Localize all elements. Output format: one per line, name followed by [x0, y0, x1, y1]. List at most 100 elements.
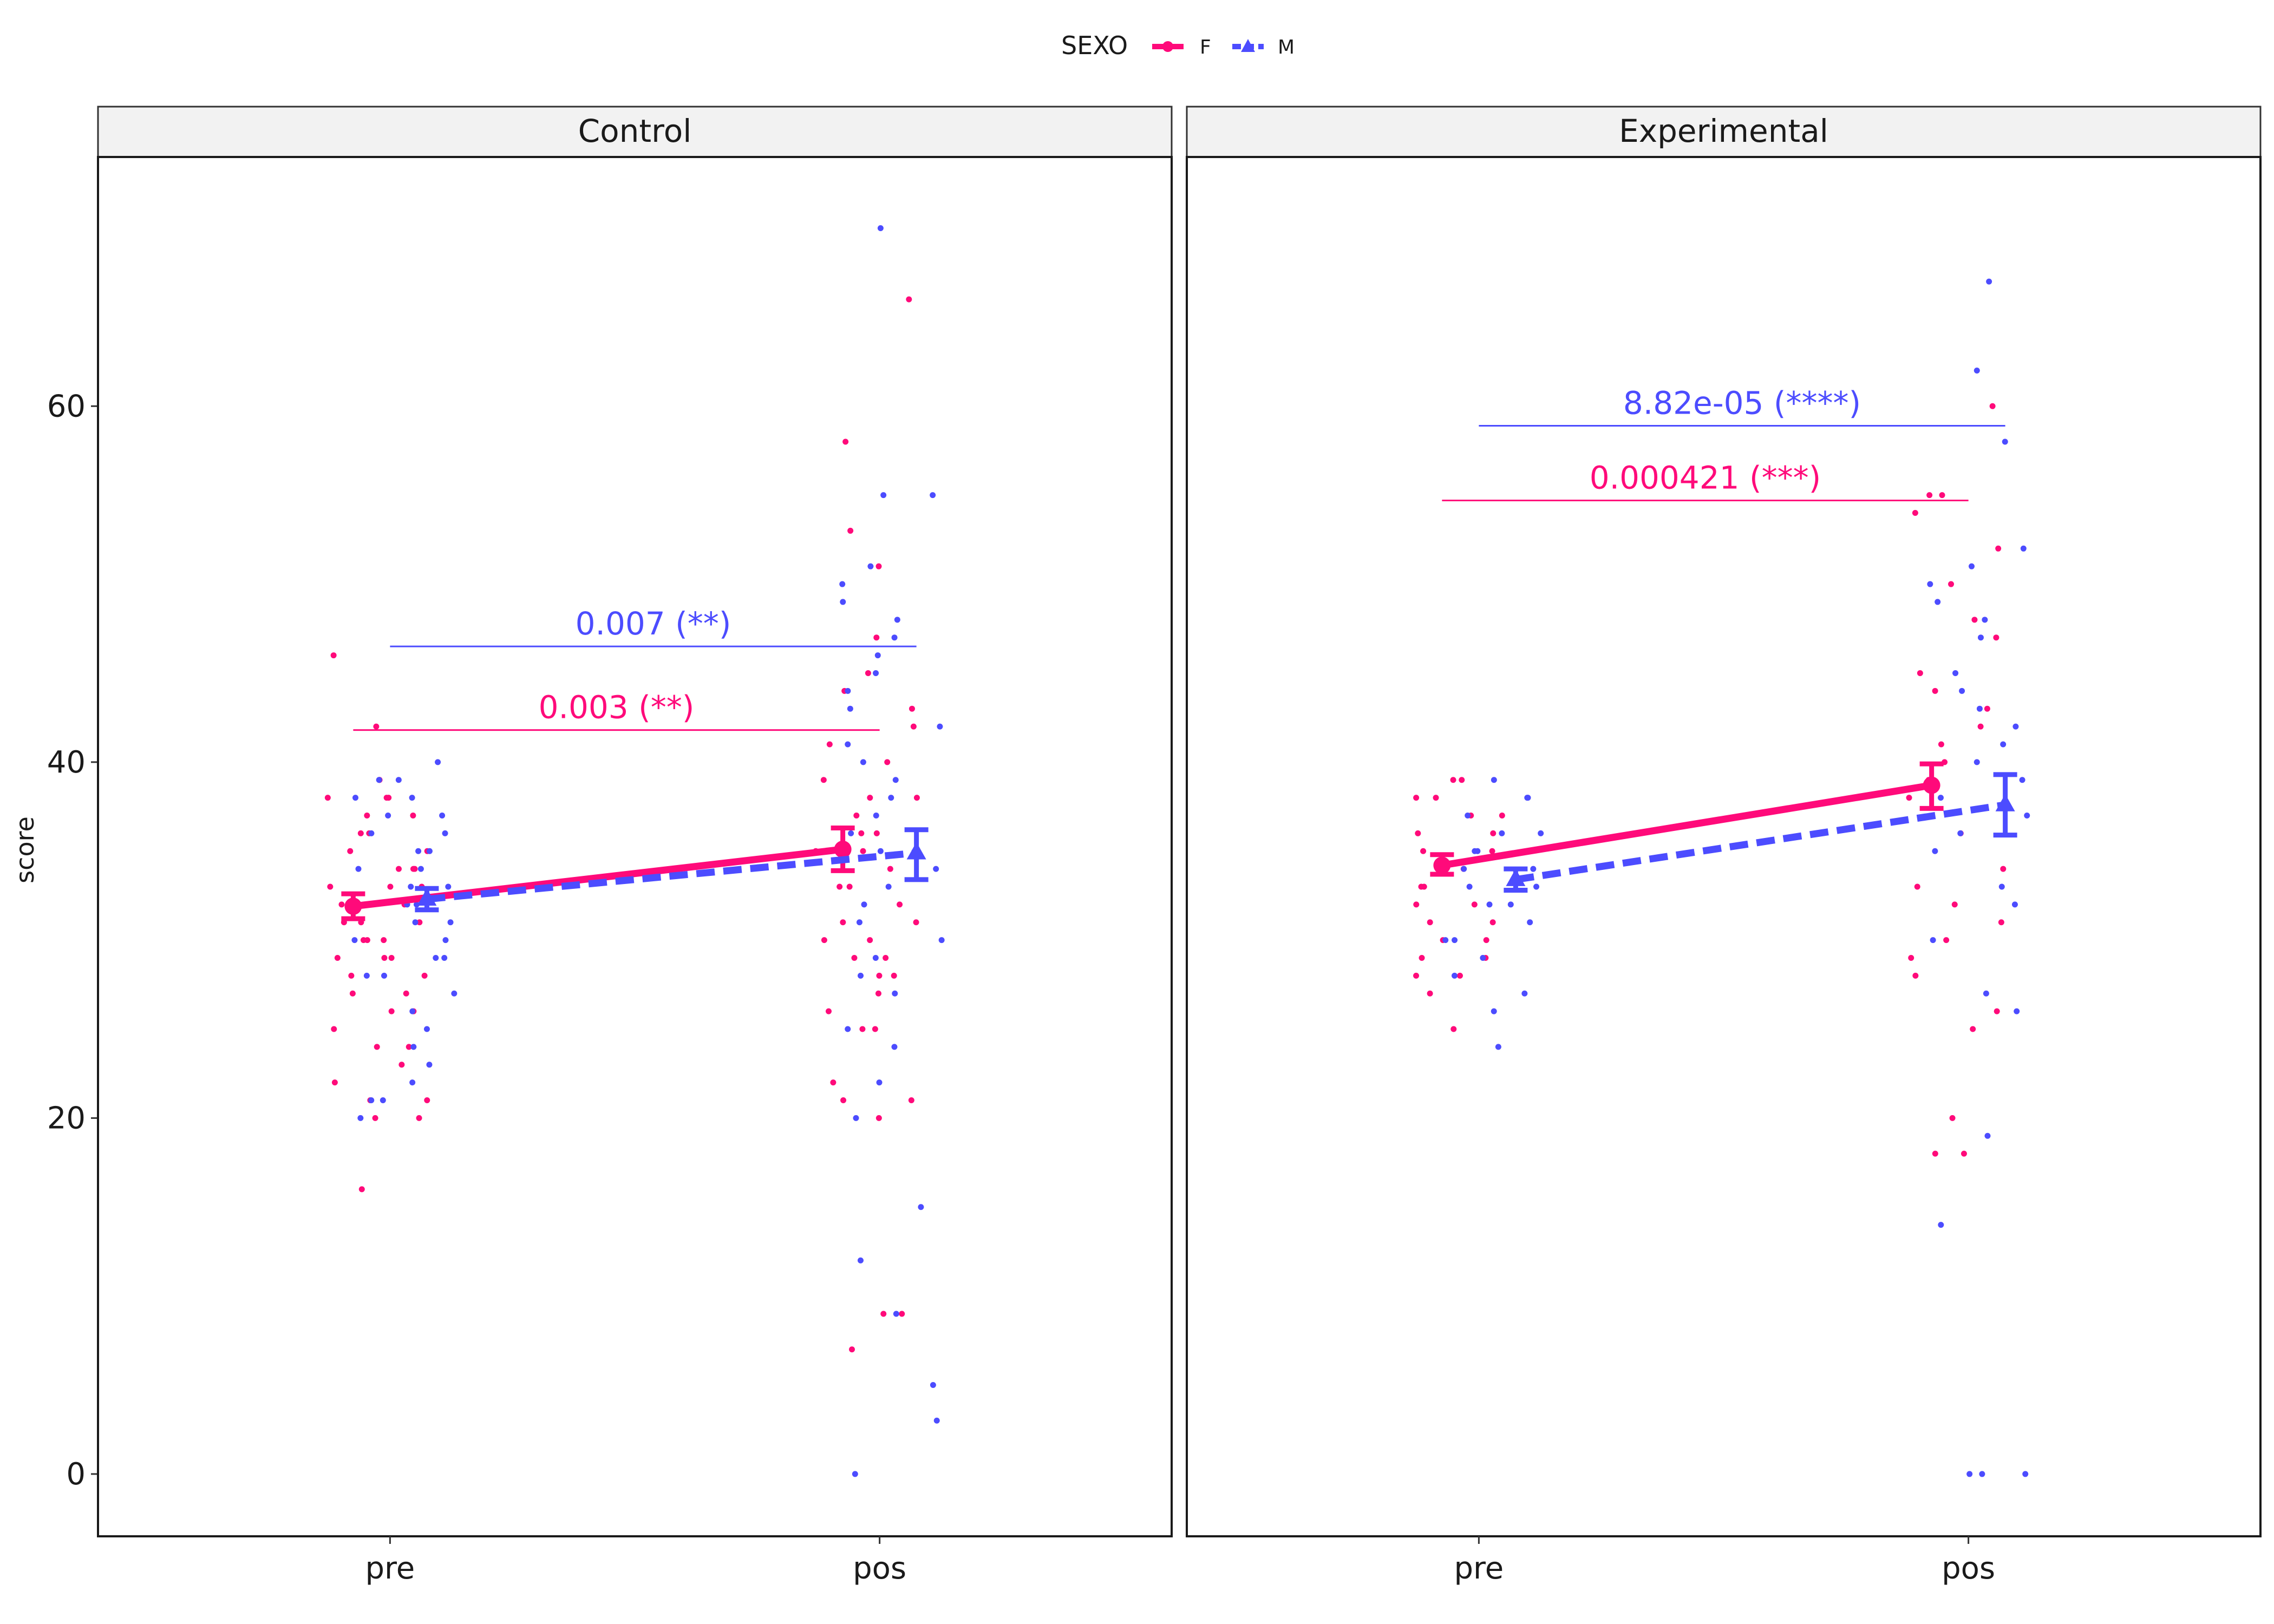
raw-point-m	[1930, 937, 1936, 944]
raw-point-m	[885, 883, 892, 890]
mean-line-f	[1441, 782, 1932, 869]
raw-point-f	[331, 1026, 337, 1032]
raw-point-m	[873, 812, 879, 818]
raw-point-f	[1994, 1008, 2000, 1014]
raw-point-f	[381, 954, 388, 961]
raw-point-f	[867, 795, 873, 801]
raw-point-f	[2000, 866, 2007, 872]
raw-point-f	[859, 1026, 866, 1032]
raw-point-m	[892, 990, 898, 997]
raw-point-f	[348, 972, 355, 979]
raw-point-m	[2019, 777, 2025, 783]
raw-point-f	[338, 901, 345, 908]
raw-point-m	[861, 901, 867, 908]
raw-point-f	[872, 1026, 878, 1032]
raw-point-f	[1926, 492, 1933, 499]
raw-point-m	[840, 599, 846, 605]
legend-key-f: F	[1152, 36, 1211, 58]
raw-point-m	[933, 1417, 940, 1424]
raw-point-f	[1951, 901, 1958, 908]
raw-point-m	[1986, 278, 1992, 285]
raw-point-f	[913, 795, 920, 801]
raw-point-f	[1433, 795, 1439, 801]
panel-experimental: Experimental pre pos 8.82e-05 (****) 0.00042…	[1186, 106, 2262, 1586]
raw-point-f	[1998, 919, 2004, 926]
raw-point-f	[331, 1079, 338, 1086]
raw-point-m	[1495, 1044, 1501, 1050]
x-tick-label: pre	[365, 1551, 415, 1586]
raw-point-m	[1966, 1471, 1973, 1477]
raw-point-m	[2024, 812, 2030, 818]
raw-point-f	[884, 759, 891, 765]
raw-point-m	[1968, 563, 1975, 569]
y-axis-title: score	[10, 816, 40, 883]
plot-area	[97, 156, 1173, 1537]
raw-point-f	[406, 1044, 412, 1050]
raw-point-f	[1914, 883, 1920, 890]
raw-point-f	[897, 901, 903, 908]
raw-point-f	[1413, 901, 1420, 908]
raw-point-m	[1935, 599, 1941, 605]
raw-point-f	[840, 1097, 847, 1104]
raw-point-f	[395, 866, 402, 872]
raw-point-f	[880, 1311, 887, 1317]
raw-point-m	[872, 954, 879, 961]
raw-point-f	[899, 1311, 905, 1317]
raw-point-f	[1984, 705, 1990, 712]
raw-point-m	[856, 919, 862, 926]
raw-point-m	[894, 617, 900, 623]
raw-point-f	[398, 1062, 405, 1068]
raw-point-f	[1948, 581, 1955, 587]
raw-point-f	[887, 866, 893, 872]
raw-point-f	[1419, 954, 1425, 961]
raw-point-f	[842, 438, 849, 445]
raw-point-f	[910, 723, 917, 730]
raw-point-m	[442, 830, 448, 836]
raw-point-m	[423, 1026, 430, 1032]
raw-point-f	[364, 812, 370, 818]
raw-point-f	[830, 1079, 837, 1086]
raw-point-m	[1491, 1008, 1497, 1014]
raw-point-f	[334, 954, 341, 961]
raw-point-m	[1480, 954, 1486, 961]
raw-point-m	[2014, 1008, 2020, 1014]
raw-point-f	[1420, 848, 1427, 854]
y-tick-label: 20	[47, 1101, 86, 1136]
raw-point-m	[368, 1097, 375, 1104]
raw-point-m	[1451, 972, 1458, 979]
raw-point-m	[2000, 741, 2007, 748]
raw-point-m	[1486, 901, 1493, 908]
raw-point-m	[1932, 848, 1938, 854]
raw-point-m	[860, 759, 866, 765]
panel-control: Control pre pos 0.007 (**) 0.003 (**)	[97, 106, 1173, 1586]
raw-point-m	[1998, 883, 2005, 890]
panel-strip-label: Control	[578, 113, 692, 149]
raw-point-f	[1993, 634, 1999, 641]
raw-point-m	[1957, 830, 1964, 836]
raw-point-m	[892, 777, 899, 783]
raw-point-f	[873, 830, 880, 836]
raw-point-m	[451, 990, 458, 997]
raw-point-f	[840, 919, 846, 926]
raw-point-m	[415, 848, 422, 854]
raw-point-m	[380, 1097, 386, 1104]
panel-strip-label: Experimental	[1619, 113, 1828, 149]
raw-point-f	[846, 883, 853, 890]
raw-point-m	[2022, 1471, 2029, 1477]
legend-marker-f	[1162, 41, 1173, 52]
raw-point-m	[410, 1044, 417, 1050]
raw-point-f	[913, 919, 919, 926]
raw-point-f	[373, 723, 380, 730]
raw-point-f	[873, 634, 880, 641]
raw-point-m	[351, 937, 358, 944]
raw-point-m	[1472, 848, 1478, 854]
comparison-label-m: 8.82e-05 (****)	[1623, 384, 1861, 421]
raw-point-m	[852, 1471, 858, 1477]
raw-point-f	[858, 830, 865, 836]
raw-point-f	[837, 883, 843, 890]
mean-line-m	[426, 849, 917, 903]
mean-marker-m	[1506, 868, 1526, 886]
raw-point-m	[1466, 883, 1473, 890]
raw-point-f	[853, 812, 860, 818]
raw-point-f	[1989, 403, 1996, 409]
